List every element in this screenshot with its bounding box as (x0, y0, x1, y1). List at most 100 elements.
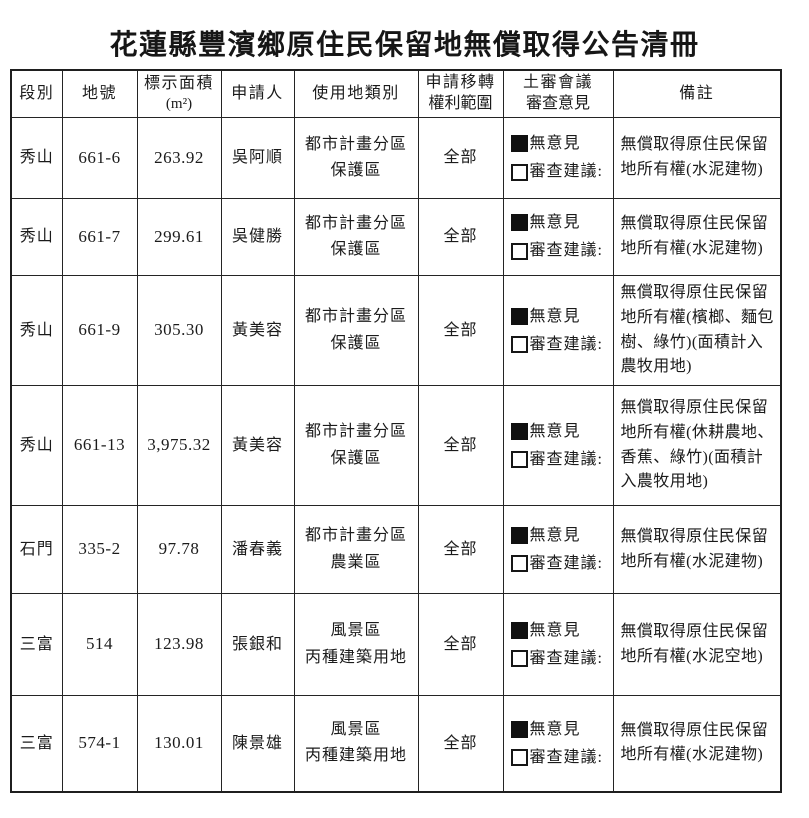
header-area-unit: (m²) (165, 95, 193, 112)
checkbox-checked-icon (510, 307, 528, 325)
cell-applicant: 潘春義 (220, 505, 295, 595)
review-no-opinion-label: 無意見 (529, 526, 581, 544)
review-option-suggestion: 審查建議: (510, 746, 611, 769)
cell-applicant: 陳景雄 (220, 695, 295, 793)
review-no-opinion-label: 無意見 (529, 307, 581, 325)
checkbox-checked-icon (510, 214, 528, 232)
review-option-no-opinion: 無意見 (510, 132, 611, 155)
review-option-no-opinion: 無意見 (510, 305, 611, 328)
header-area: 標示面積 (m²) (136, 69, 222, 118)
review-suggestion-label: 審查建議: (529, 650, 603, 668)
review-no-opinion-label: 無意見 (529, 720, 581, 738)
review-option-no-opinion: 無意見 (510, 211, 611, 234)
cell-land-no: 574-1 (61, 695, 138, 793)
land-use-line1: 都市計畫分區 (304, 527, 407, 545)
table-header: 段別 地號 標示面積 (m²) 申請人 使用地類別 申請移轉 權利範圍 土審會議… (10, 69, 782, 118)
header-section: 段別 (10, 69, 63, 118)
land-use-line2: 保護區 (330, 161, 382, 179)
cell-review: 無意見 審查建議: (502, 695, 614, 793)
cell-review: 無意見 審查建議: (502, 505, 614, 595)
table-row: 石門 335-2 97.78 潘春義 都市計畫分區 農業區 全部 無意見 審查建… (10, 505, 782, 595)
header-scope: 申請移轉 權利範圍 (417, 69, 504, 118)
review-suggestion-label: 審查建議: (529, 242, 603, 260)
cell-remark: 無償取得原住民保留地所有權(水泥空地) (612, 593, 782, 697)
cell-land-no: 514 (61, 593, 138, 697)
land-use-line1: 都市計畫分區 (304, 308, 407, 326)
land-use-line2: 保護區 (330, 449, 382, 467)
header-land-no: 地號 (61, 69, 138, 118)
checkbox-checked-icon (510, 720, 528, 738)
review-suggestion-label: 審查建議: (529, 451, 603, 469)
cell-section: 秀山 (10, 197, 63, 276)
land-use-line2: 農業區 (330, 553, 382, 571)
cell-area: 3,975.32 (136, 385, 222, 507)
header-review-line1: 土審會議 (522, 74, 593, 92)
cell-review: 無意見 審查建議: (502, 197, 614, 276)
review-no-opinion-label: 無意見 (529, 135, 581, 153)
cell-land-no: 661-13 (61, 385, 138, 507)
cell-land-no: 335-2 (61, 505, 138, 595)
cell-section: 秀山 (10, 116, 63, 199)
land-use-line1: 風景區 (330, 622, 382, 640)
cell-scope: 全部 (417, 505, 504, 595)
cell-section: 三富 (10, 593, 63, 697)
review-no-opinion-label: 無意見 (529, 214, 581, 232)
cell-review: 無意見 審查建議: (502, 116, 614, 199)
cell-area: 123.98 (136, 593, 222, 697)
review-no-opinion-label: 無意見 (529, 422, 581, 440)
cell-scope: 全部 (417, 274, 504, 387)
table-row: 秀山 661-13 3,975.32 黃美容 都市計畫分區 保護區 全部 無意見… (10, 385, 782, 507)
review-suggestion-label: 審查建議: (529, 555, 603, 573)
cell-area: 130.01 (136, 695, 222, 793)
cell-land-use: 都市計畫分區 保護區 (293, 385, 419, 507)
table-row: 秀山 661-6 263.92 吳阿順 都市計畫分區 保護區 全部 無意見 審查… (10, 116, 782, 199)
cell-applicant: 黃美容 (220, 385, 295, 507)
header-area-label: 標示面積 (143, 75, 214, 93)
review-option-suggestion: 審查建議: (510, 239, 611, 262)
land-use-line2: 保護區 (330, 240, 382, 258)
review-option-no-opinion: 無意見 (510, 524, 611, 547)
cell-review: 無意見 審查建議: (502, 593, 614, 697)
cell-land-use: 都市計畫分區 保護區 (293, 116, 419, 199)
cell-land-no: 661-6 (61, 116, 138, 199)
checkbox-unchecked-icon (510, 650, 528, 668)
table-body: 秀山 661-6 263.92 吳阿順 都市計畫分區 保護區 全部 無意見 審查… (10, 116, 782, 793)
table-row: 三富 514 123.98 張銀和 風景區 丙種建築用地 全部 無意見 審查建議… (10, 593, 782, 697)
header-review: 土審會議 審查意見 (502, 69, 614, 118)
cell-remark: 無償取得原住民保留地所有權(水泥建物) (612, 695, 782, 793)
cell-review: 無意見 審查建議: (502, 274, 614, 387)
cell-area: 299.61 (136, 197, 222, 276)
land-use-line2: 保護區 (330, 334, 382, 352)
cell-applicant: 吳阿順 (220, 116, 295, 199)
checkbox-checked-icon (510, 135, 528, 153)
cell-applicant: 吳健勝 (220, 197, 295, 276)
cell-land-no: 661-9 (61, 274, 138, 387)
cell-applicant: 黃美容 (220, 274, 295, 387)
checkbox-unchecked-icon (510, 336, 528, 354)
checkbox-checked-icon (510, 622, 528, 640)
cell-land-use: 都市計畫分區 保護區 (293, 274, 419, 387)
header-remark: 備註 (612, 69, 782, 118)
cell-scope: 全部 (417, 593, 504, 697)
cell-scope: 全部 (417, 116, 504, 199)
cell-remark: 無償取得原住民保留地所有權(水泥建物) (612, 116, 782, 199)
cell-remark: 無償取得原住民保留地所有權(水泥建物) (612, 505, 782, 595)
land-roster-table: 段別 地號 標示面積 (m²) 申請人 使用地類別 申請移轉 權利範圍 土審會議… (10, 69, 782, 793)
checkbox-unchecked-icon (510, 451, 528, 469)
cell-area: 97.78 (136, 505, 222, 595)
header-applicant: 申請人 (220, 69, 295, 118)
cell-remark: 無償取得原住民保留地所有權(休耕農地、香蕉、綠竹)(面積計入農牧用地) (612, 385, 782, 507)
cell-land-no: 661-7 (61, 197, 138, 276)
land-use-line1: 風景區 (330, 721, 382, 739)
review-suggestion-label: 審查建議: (529, 748, 603, 766)
review-suggestion-label: 審查建議: (529, 336, 603, 354)
checkbox-checked-icon (510, 423, 528, 441)
header-row: 段別 地號 標示面積 (m²) 申請人 使用地類別 申請移轉 權利範圍 土審會議… (10, 69, 782, 118)
land-use-line1: 都市計畫分區 (304, 135, 407, 153)
review-option-suggestion: 審查建議: (510, 647, 611, 670)
checkbox-checked-icon (510, 527, 528, 545)
cell-applicant: 張銀和 (220, 593, 295, 697)
review-option-suggestion: 審查建議: (510, 160, 611, 183)
review-option-suggestion: 審查建議: (510, 552, 611, 575)
